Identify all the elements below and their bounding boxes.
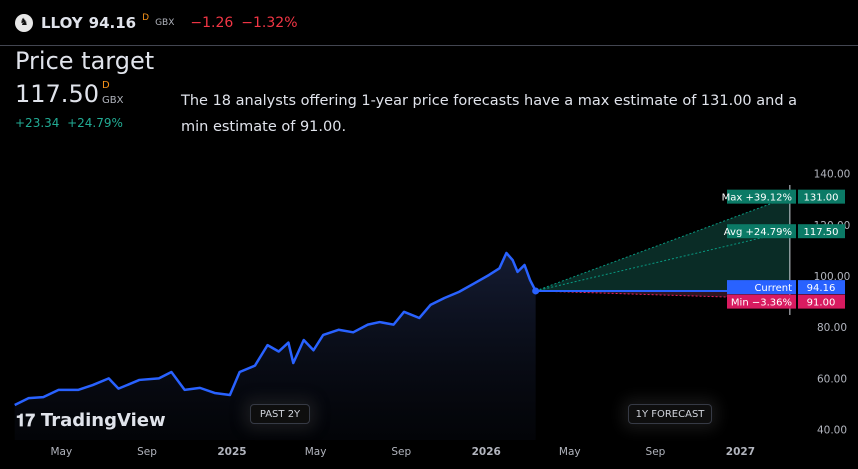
x-tick-label: Sep — [646, 446, 666, 458]
forecast-description: The 18 analysts offering 1-year price fo… — [181, 93, 798, 135]
label-avg: Avg +24.79% 117.50 — [724, 224, 845, 239]
current-price-point — [532, 287, 540, 295]
lloyds-logo-icon: ♞ — [15, 13, 33, 32]
avg-name-badge — [727, 224, 796, 239]
max-value: 131.00 — [804, 193, 839, 204]
price-line — [14, 251, 537, 407]
max-name: Max +39.12% — [722, 193, 792, 204]
currency: GBX — [102, 95, 124, 106]
target-change: +23.34 +24.79% — [15, 116, 123, 130]
last-price: 94.16 — [88, 13, 137, 32]
min-name: Min −3.36% — [731, 298, 792, 309]
forecast-avg-line — [535, 230, 790, 292]
avg-value-badge — [798, 224, 845, 239]
symbol-header: ♞ LLOY 94.16 D GBX −1.26 −1.32% — [0, 0, 858, 46]
label-max: Max +39.12% 131.00 — [722, 189, 845, 204]
label-min: Min −3.36% 91.00 — [727, 294, 845, 309]
symbol[interactable]: LLOY — [41, 13, 83, 32]
label-current: Current 94.16 — [727, 280, 845, 295]
x-tick-label: Sep — [391, 446, 411, 458]
target-value: 117.50 — [15, 80, 99, 108]
brand-name: TradingView — [40, 410, 166, 431]
min-value-badge — [798, 294, 845, 309]
x-tick-label: 2026 — [472, 446, 501, 458]
current-name: Current — [754, 283, 792, 294]
y-tick-label: 40.00 — [817, 425, 847, 437]
forecast-downside-area — [535, 290, 790, 300]
x-tick-label: 2027 — [726, 446, 755, 458]
page-title: Price target — [15, 47, 155, 75]
min-name-badge — [727, 294, 796, 309]
delayed-flag: D — [102, 80, 110, 91]
x-tick-label: 2025 — [217, 446, 246, 458]
tradingview-logo: 𝟏𝟕 TradingView — [16, 410, 166, 431]
y-tick-label: 60.00 — [817, 373, 847, 385]
currency: GBX — [155, 17, 175, 28]
delayed-flag: D — [142, 12, 150, 23]
price-target-value: 117.50 D GBX — [15, 80, 123, 108]
history-area — [14, 252, 536, 440]
x-tick-label: Sep — [137, 446, 157, 458]
y-tick-label: 140.00 — [814, 169, 851, 181]
past-2y-button[interactable]: PAST 2Y — [250, 404, 310, 424]
forecast-max-line — [535, 196, 791, 292]
price-change-pct: −1.32% — [241, 14, 298, 31]
x-tick-label: May — [305, 446, 327, 458]
avg-value: 117.50 — [804, 227, 839, 238]
x-tick-label: May — [51, 446, 73, 458]
current-value-badge — [798, 280, 845, 295]
avg-name: Avg +24.79% — [724, 227, 792, 238]
y-tick-label: 80.00 — [817, 322, 847, 334]
max-name-badge — [727, 189, 796, 204]
price-change: −1.26 — [190, 14, 234, 31]
target-change-pct: +24.79% — [67, 116, 123, 130]
current-value: 94.16 — [807, 283, 836, 294]
max-value-badge — [798, 189, 845, 204]
x-tick-label: May — [559, 446, 581, 458]
y-tick-label: 100.00 — [814, 271, 851, 283]
1y-forecast-button[interactable]: 1Y FORECAST — [628, 404, 712, 424]
tradingview-logo-icon: 𝟏𝟕 — [16, 410, 35, 431]
min-value: 91.00 — [807, 298, 836, 309]
current-name-badge — [727, 280, 796, 295]
forecast-range-area — [535, 196, 790, 300]
target-change-abs: +23.34 — [15, 116, 60, 130]
